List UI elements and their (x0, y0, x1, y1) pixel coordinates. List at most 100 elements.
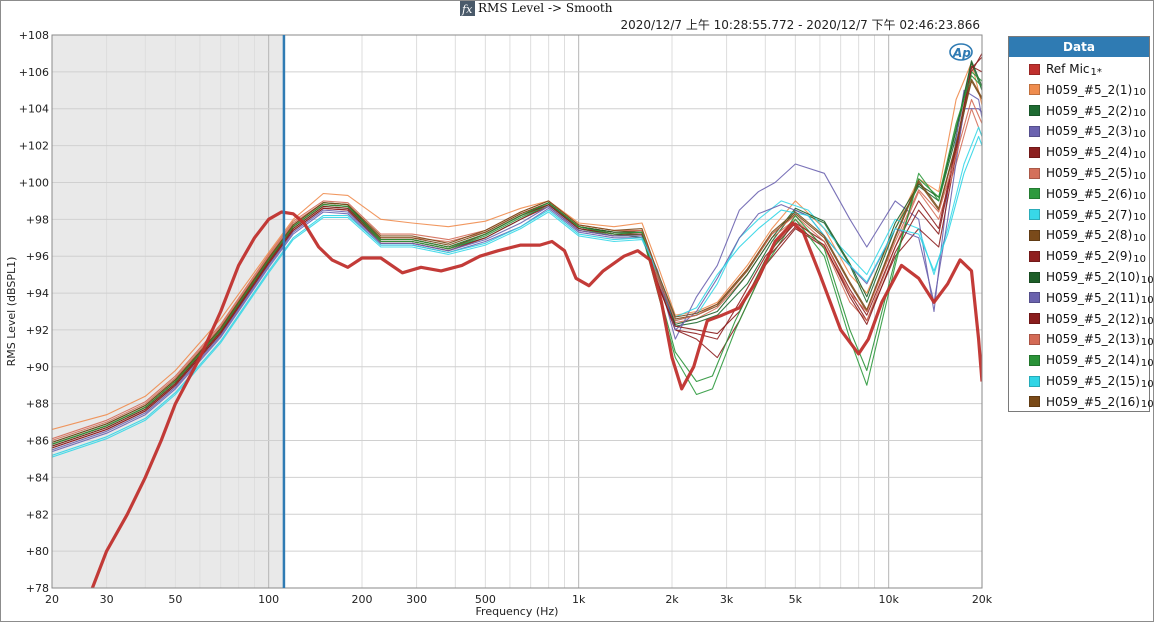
title-bar: fx RMS Level -> Smooth (460, 1, 613, 16)
fx-icon-glyph: fx (461, 3, 473, 16)
legend-label: H059_#5_2(1) (1046, 82, 1133, 97)
y-tick-label: +104 (19, 103, 49, 116)
y-tick-label: +88 (26, 398, 49, 411)
legend-sub: 10 (1140, 399, 1154, 411)
legend-swatch (1029, 396, 1040, 408)
legend-item[interactable]: H059_#5_2(7) 10 (1029, 205, 1146, 225)
legend-sub: 10 (1133, 212, 1146, 224)
series-lines (52, 53, 982, 588)
legend-item[interactable]: H059_#5_2(8) 10 (1029, 225, 1146, 245)
plot-border (51, 34, 983, 589)
y-tick-label: +94 (26, 287, 49, 300)
legend-label: H059_#5_2(6) (1046, 186, 1133, 201)
legend-label: H059_#5_2(11) (1046, 290, 1140, 305)
y-tick-label: +84 (26, 471, 49, 484)
legend-item[interactable]: H059_#5_2(12) 10 (1029, 309, 1154, 329)
series-line-12 (52, 56, 982, 447)
legend-sub: 10 (1133, 191, 1146, 203)
legend-swatch (1029, 375, 1040, 387)
legend-item[interactable]: H059_#5_2(9) 10 (1029, 246, 1146, 266)
legend-label: H059_#5_2(16) (1046, 394, 1140, 409)
x-tick-label: 100 (258, 593, 279, 606)
legend-sub: 10 (1140, 274, 1154, 286)
legend-swatch (1029, 84, 1040, 96)
legend-sub: 10 (1140, 357, 1154, 369)
legend-sub: 10 (1133, 149, 1146, 161)
x-tick-label: 500 (475, 593, 496, 606)
x-tick-label: 10k (878, 593, 899, 606)
fx-function-icon[interactable] (460, 1, 475, 16)
svg-text:Ap: Ap (952, 46, 971, 60)
legend-item[interactable]: H059_#5_2(6) 10 (1029, 184, 1146, 204)
legend-sub: 10 (1133, 108, 1146, 120)
legend-title: Data (1009, 37, 1149, 57)
legend-swatch (1029, 250, 1040, 262)
legend-label: H059_#5_2(13) (1046, 332, 1140, 347)
legend-item[interactable]: H059_#5_2(1) 10 (1029, 80, 1146, 100)
legend-item[interactable]: H059_#5_2(13) 10 (1029, 329, 1154, 349)
legend-item[interactable]: H059_#5_2(11) 10 (1029, 288, 1154, 308)
shaded-region (52, 35, 284, 588)
legend-label: H059_#5_2(10) (1046, 270, 1140, 284)
legend-sub: 10 (1140, 316, 1154, 328)
legend-sub: 10 (1133, 170, 1146, 182)
legend-sub: 10 (1133, 232, 1146, 244)
legend-swatch (1029, 313, 1040, 325)
legend-item[interactable]: H059_#5_2(15) 10 (1029, 371, 1154, 391)
legend-sub: 10 (1140, 378, 1154, 390)
y-tick-label: +92 (26, 324, 49, 337)
legend-swatch (1029, 167, 1040, 179)
legend-item[interactable]: H059_#5_2(2) 10 (1029, 101, 1146, 121)
x-tick-label: 50 (168, 593, 182, 606)
y-axis-label: RMS Level (dBSPL1) (5, 257, 18, 367)
legend-label: H059_#5_2(5) (1046, 166, 1133, 180)
legend-swatch (1029, 125, 1040, 137)
y-tick-label: +98 (26, 213, 49, 226)
y-tick-label: +106 (19, 66, 49, 79)
legend-swatch (1029, 271, 1040, 283)
legend-label: H059_#5_2(2) (1046, 103, 1133, 118)
y-tick-label: +82 (26, 508, 49, 521)
legend-item[interactable]: H059_#5_2(5) 10 (1029, 163, 1146, 183)
chart-title: RMS Level -> Smooth (478, 1, 613, 15)
legend-label: H059_#5_2(8) (1046, 228, 1133, 243)
y-tick-label: +100 (19, 176, 49, 189)
legend-swatch (1029, 333, 1040, 345)
y-tick-label: +78 (26, 582, 49, 595)
legend-swatch (1029, 188, 1040, 200)
legend-item[interactable]: Ref Mic 1* (1029, 59, 1102, 79)
legend-item[interactable]: H059_#5_2(14) 10 (1029, 350, 1154, 370)
legend-item[interactable]: H059_#5_2(16) 10 (1029, 392, 1154, 412)
x-tick-label: 5k (789, 593, 803, 606)
y-tick-label: +96 (26, 250, 49, 263)
legend-label: H059_#5_2(14) (1046, 353, 1140, 368)
y-tick-label: +80 (26, 545, 49, 558)
y-tick-label: +90 (26, 361, 49, 374)
legend-label: Ref Mic (1046, 62, 1090, 76)
legend-sub: 10 (1133, 253, 1146, 265)
y-tick-label: +108 (19, 29, 49, 42)
legend-label: H059_#5_2(15) (1046, 374, 1140, 388)
x-tick-label: 300 (406, 593, 427, 606)
series-line-13 (52, 98, 982, 440)
legend-swatch (1029, 229, 1040, 241)
legend-sub: 10 (1140, 295, 1154, 307)
legend-sub: 10 (1133, 128, 1146, 140)
legend-label: H059_#5_2(9) (1046, 249, 1133, 264)
legend-label: H059_#5_2(7) (1046, 207, 1133, 222)
legend-swatch (1029, 146, 1040, 158)
legend-swatch (1029, 105, 1040, 117)
x-tick-label: 2k (665, 593, 679, 606)
x-axis-label: Frequency (Hz) (476, 605, 559, 618)
y-tick-label: +102 (19, 140, 49, 153)
legend-sub: 1* (1090, 66, 1102, 78)
y-tick-labels: +78 +80 +82 +84 +86 +88 +90 +92 +94 +96 +98 +100 +10… (19, 29, 49, 595)
time-range-stamp: 2020/12/7 上午 10:28:55.772 - 2020/12/7 下午… (620, 18, 980, 32)
legend-label: H059_#5_2(4) (1046, 145, 1133, 160)
legend-item[interactable]: H059_#5_2(4) 10 (1029, 142, 1146, 162)
legend-swatch (1029, 354, 1040, 366)
x-tick-label: 20k (972, 593, 993, 606)
legend-item[interactable]: H059_#5_2(10) 10 (1029, 267, 1154, 287)
legend-item[interactable]: H059_#5_2(3) 10 (1029, 121, 1146, 141)
